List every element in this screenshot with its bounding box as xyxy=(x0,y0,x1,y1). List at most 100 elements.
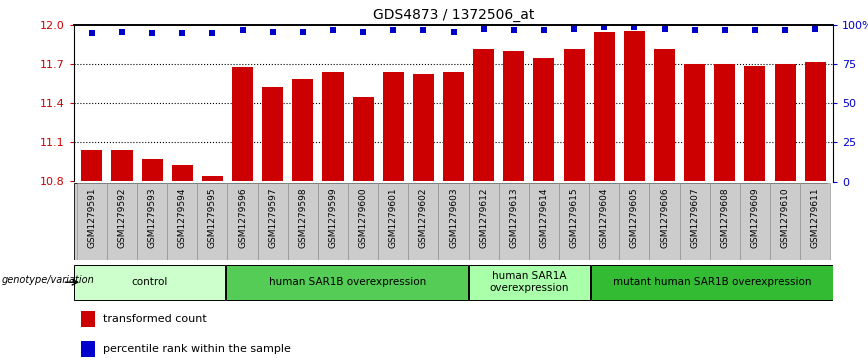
Bar xyxy=(473,49,494,182)
Text: GSM1279614: GSM1279614 xyxy=(539,187,549,248)
Bar xyxy=(413,74,434,182)
Bar xyxy=(348,183,378,260)
Text: GSM1279591: GSM1279591 xyxy=(88,187,96,248)
Bar xyxy=(75,265,225,300)
Bar xyxy=(172,164,193,182)
Text: GSM1279595: GSM1279595 xyxy=(208,187,217,248)
Bar xyxy=(680,183,710,260)
Point xyxy=(507,27,521,33)
Point xyxy=(356,29,370,34)
Bar xyxy=(438,183,469,260)
Text: transformed count: transformed count xyxy=(102,314,207,324)
Bar xyxy=(408,183,438,260)
Point xyxy=(145,30,159,36)
Point xyxy=(628,24,641,30)
Bar xyxy=(649,183,680,260)
Text: GSM1279597: GSM1279597 xyxy=(268,187,277,248)
Text: GSM1279604: GSM1279604 xyxy=(600,187,608,248)
Text: GSM1279603: GSM1279603 xyxy=(449,187,458,248)
Text: GSM1279605: GSM1279605 xyxy=(630,187,639,248)
Text: percentile rank within the sample: percentile rank within the sample xyxy=(102,344,291,354)
Point xyxy=(567,26,581,32)
Bar xyxy=(288,183,318,260)
Point xyxy=(446,29,460,34)
Bar xyxy=(227,265,468,300)
Text: human SAR1A
overexpression: human SAR1A overexpression xyxy=(490,272,569,293)
Bar xyxy=(82,341,95,357)
Bar xyxy=(559,183,589,260)
Bar xyxy=(800,183,831,260)
Text: GSM1279593: GSM1279593 xyxy=(148,187,156,248)
Point xyxy=(477,26,490,32)
Bar xyxy=(258,183,288,260)
Bar xyxy=(589,183,619,260)
Bar xyxy=(137,183,168,260)
Point xyxy=(115,29,129,34)
Point xyxy=(175,30,189,36)
Point xyxy=(326,27,340,33)
Point xyxy=(658,26,672,32)
Bar xyxy=(470,265,589,300)
Bar xyxy=(469,183,499,260)
Text: GSM1279592: GSM1279592 xyxy=(117,187,127,248)
Point xyxy=(718,27,732,33)
Bar xyxy=(168,183,197,260)
Bar xyxy=(232,67,253,182)
Text: GSM1279596: GSM1279596 xyxy=(238,187,247,248)
Point xyxy=(266,29,279,34)
Bar xyxy=(197,183,227,260)
Text: GSM1279599: GSM1279599 xyxy=(328,187,338,248)
Bar xyxy=(383,72,404,182)
Bar xyxy=(322,72,344,182)
Bar xyxy=(443,72,464,182)
Text: GSM1279602: GSM1279602 xyxy=(419,187,428,248)
Point xyxy=(235,27,249,33)
Bar xyxy=(111,150,133,182)
Text: GSM1279606: GSM1279606 xyxy=(660,187,669,248)
Text: GSM1279615: GSM1279615 xyxy=(569,187,579,248)
Bar xyxy=(262,86,283,182)
Text: mutant human SAR1B overexpression: mutant human SAR1B overexpression xyxy=(613,277,811,287)
Bar xyxy=(805,62,825,182)
Text: GSM1279609: GSM1279609 xyxy=(751,187,760,248)
Bar xyxy=(141,159,162,182)
Text: GSM1279594: GSM1279594 xyxy=(178,187,187,248)
Bar xyxy=(352,97,373,182)
Point xyxy=(537,27,551,33)
Point xyxy=(206,30,220,36)
Bar xyxy=(293,79,313,182)
Bar xyxy=(378,183,408,260)
Bar xyxy=(714,64,735,182)
Bar xyxy=(499,183,529,260)
Text: genotype/variation: genotype/variation xyxy=(2,275,95,285)
Bar xyxy=(591,265,832,300)
Bar xyxy=(107,183,137,260)
Bar xyxy=(619,183,649,260)
Bar xyxy=(710,183,740,260)
Bar xyxy=(684,64,705,182)
Text: human SAR1B overexpression: human SAR1B overexpression xyxy=(268,277,426,287)
Bar xyxy=(318,183,348,260)
Point xyxy=(417,27,431,33)
Point xyxy=(808,26,822,32)
Bar xyxy=(82,311,95,327)
Text: GSM1279598: GSM1279598 xyxy=(299,187,307,248)
Bar xyxy=(770,183,800,260)
Title: GDS4873 / 1372506_at: GDS4873 / 1372506_at xyxy=(373,8,534,22)
Bar xyxy=(654,49,675,182)
Point xyxy=(597,24,611,30)
Text: GSM1279600: GSM1279600 xyxy=(358,187,368,248)
Point xyxy=(778,27,792,33)
Text: GSM1279607: GSM1279607 xyxy=(690,187,699,248)
Text: GSM1279613: GSM1279613 xyxy=(510,187,518,248)
Bar xyxy=(594,32,615,182)
Text: GSM1279611: GSM1279611 xyxy=(811,187,819,248)
Text: control: control xyxy=(132,277,168,287)
Bar xyxy=(563,49,585,182)
Point xyxy=(386,27,400,33)
Bar xyxy=(624,30,645,181)
Text: GSM1279612: GSM1279612 xyxy=(479,187,488,248)
Text: GSM1279601: GSM1279601 xyxy=(389,187,398,248)
Bar xyxy=(202,176,223,182)
Bar xyxy=(534,58,555,182)
